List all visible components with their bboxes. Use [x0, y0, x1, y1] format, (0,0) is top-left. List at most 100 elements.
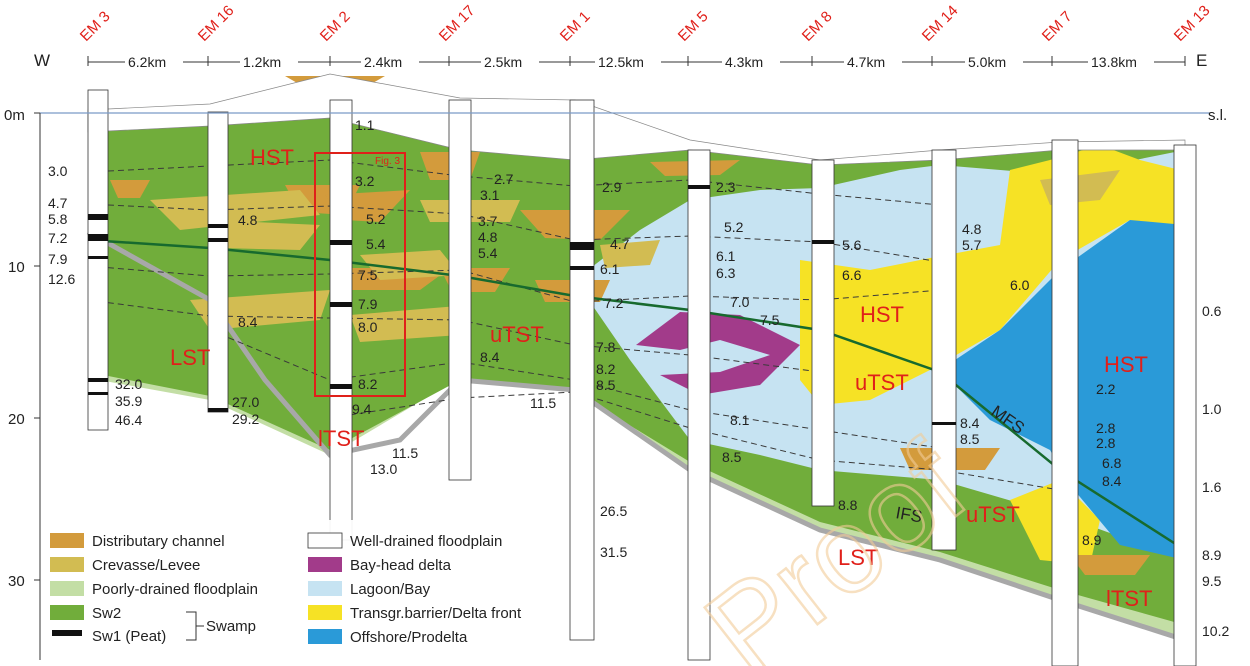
age-label: 3.1: [480, 187, 500, 203]
hst-label-left: HST: [250, 145, 294, 170]
svg-text:Lagoon/Bay: Lagoon/Bay: [350, 581, 431, 598]
fig3-box: [314, 152, 406, 397]
age-label: 8.9: [1082, 532, 1102, 548]
base-surface: [86, 229, 1186, 643]
age-label: 46.4: [115, 412, 142, 428]
well-name-em1: EM 1: [557, 8, 594, 45]
age-label: 29.2: [232, 411, 259, 427]
lst-label-left: LST: [170, 345, 210, 370]
well-log-em7: [1051, 139, 1079, 666]
legend-item-distributary-channel: Distributary channel: [50, 533, 225, 550]
well-name-em5: EM 5: [675, 8, 712, 45]
age-label: 12.6: [48, 271, 75, 287]
age-labels: 3.0 4.7 5.8 7.2 7.9 12.6 32.0 35.9 46.4 …: [48, 117, 1229, 639]
systems-tract-labels: HST LST uTST lTST HST uTST HST uTST LST …: [170, 145, 1152, 611]
age-label: 8.9: [1202, 547, 1222, 563]
age-label: 4.8: [478, 229, 498, 245]
distance-label: 12.5km: [598, 54, 644, 70]
depth-tick-10: 10: [8, 259, 25, 276]
well-log-em8: [811, 159, 835, 507]
lst-label-right: LST: [838, 545, 878, 570]
utst-label-mid: uTST: [490, 322, 544, 347]
distance-labels: 6.2km 1.2km 2.4km 2.5km 12.5km 4.3km 4.7…: [125, 54, 1154, 70]
age-label: 5.4: [366, 236, 386, 252]
age-label: 2.2: [1096, 381, 1116, 397]
well-name-em2: EM 2: [317, 8, 354, 45]
distance-label: 2.4km: [364, 54, 402, 70]
crevasse-levee-bodies: [150, 170, 1120, 342]
age-label: 7.9: [358, 296, 378, 312]
distance-label: 4.7km: [847, 54, 885, 70]
svg-text:Sw1 (Peat): Sw1 (Peat): [92, 628, 166, 645]
age-label: 7.5: [358, 267, 378, 283]
legend-item-bay-head-delta: Bay-head delta: [308, 557, 452, 574]
age-label: 6.6: [842, 267, 862, 283]
distance-label: 4.3km: [725, 54, 763, 70]
depth-tick-0: 0m: [4, 107, 25, 124]
age-label: 7.5: [760, 312, 780, 328]
age-label: 4.8: [238, 212, 258, 228]
age-label: 3.2: [355, 173, 375, 189]
ifs-label: IFS: [894, 503, 923, 526]
age-label: 6.3: [716, 265, 736, 281]
east-label: E: [1196, 51, 1207, 70]
svg-text:Well-drained floodplain: Well-drained floodplain: [350, 533, 502, 550]
depth-tick-30: 30: [8, 573, 25, 590]
age-label: 26.5: [600, 503, 627, 519]
age-label: 2.8: [1096, 435, 1116, 451]
well-log-em13: [1173, 144, 1197, 666]
age-label: 1.0: [1202, 401, 1222, 417]
utst-label-mid2: uTST: [855, 370, 909, 395]
well-name-em7: EM 7: [1039, 8, 1076, 45]
age-label: 8.8: [838, 497, 858, 513]
age-label: 8.4: [238, 314, 258, 330]
age-label: 27.0: [232, 394, 259, 410]
age-label: 11.5: [530, 395, 556, 411]
well-name-em17: EM 17: [436, 2, 479, 45]
svg-text:Poorly-drained floodplain: Poorly-drained floodplain: [92, 581, 258, 598]
age-label: 2.3: [716, 179, 736, 195]
age-label: 8.4: [480, 349, 500, 365]
fig3-label: Fig. 3: [375, 156, 400, 167]
well-name-em16: EM 16: [195, 2, 238, 45]
well-name-em3: EM 3: [77, 8, 114, 45]
svg-text:Offshore/Prodelta: Offshore/Prodelta: [350, 629, 468, 646]
age-label: 8.1: [730, 412, 750, 428]
age-label: 3.0: [48, 163, 68, 179]
age-label: 1.1: [355, 117, 375, 133]
svg-text:Crevasse/Levee: Crevasse/Levee: [92, 557, 200, 574]
ltst-label-right: lTST: [1106, 586, 1152, 611]
well-log-em16: [207, 111, 229, 413]
age-label: 9.4: [352, 401, 372, 417]
hst-label-mid: HST: [860, 302, 904, 327]
distance-label: 2.5km: [484, 54, 522, 70]
well-log-em5: [687, 149, 711, 661]
svg-text:Distributary channel: Distributary channel: [92, 533, 225, 550]
well-name-em8: EM 8: [799, 8, 836, 45]
age-label: 1.6: [1202, 479, 1222, 495]
age-label: 8.4: [960, 415, 980, 431]
well-log-em17: [448, 99, 472, 481]
well-name-em14: EM 14: [919, 2, 962, 45]
age-label: 6.1: [600, 261, 620, 277]
age-label: 6.1: [716, 248, 736, 264]
well-name-em13: EM 13: [1171, 2, 1214, 45]
legend-item-lagoon-bay: Lagoon/Bay: [308, 581, 431, 598]
legend-item-transgr-barrier: Transgr.barrier/Delta front: [308, 605, 522, 622]
age-label: 7.2: [604, 295, 624, 311]
age-label: 8.4: [1102, 473, 1122, 489]
depth-tick-20: 20: [8, 411, 25, 428]
utst-label-lower: uTST: [966, 502, 1020, 527]
age-label: 4.8: [962, 221, 982, 237]
age-label: 8.2: [596, 361, 616, 377]
age-label: 8.5: [960, 431, 980, 447]
well-log-em2: [329, 99, 353, 541]
age-label: 2.9: [602, 179, 622, 195]
legend-item-poorly-drained-floodplain: Poorly-drained floodplain: [50, 581, 258, 598]
bay-head-delta-body: [636, 312, 800, 395]
well-log-em3: [87, 89, 109, 431]
age-label: 11.5: [392, 445, 418, 461]
swamp-label: Swamp: [206, 618, 256, 635]
age-label: 7.8: [596, 339, 616, 355]
